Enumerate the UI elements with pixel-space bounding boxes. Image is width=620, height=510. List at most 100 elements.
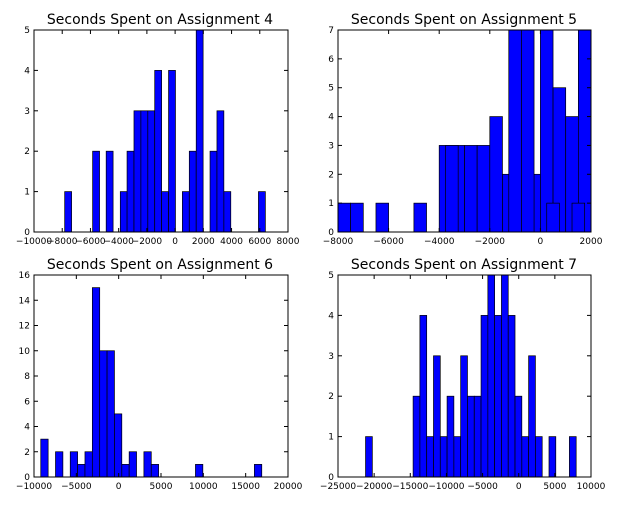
- histogram-bar: [426, 436, 434, 478]
- histogram-bar: [254, 464, 263, 478]
- x-tick-label: −5000: [467, 482, 498, 492]
- x-tick-label: 0: [116, 482, 122, 492]
- x-tick-label: 8000: [277, 237, 300, 247]
- histogram-bar: [494, 315, 502, 478]
- histogram-bar: [114, 413, 123, 478]
- y-tick-label: 0: [328, 228, 334, 238]
- subplot-title: Seconds Spent on Assignment 4: [47, 12, 273, 28]
- x-tick-label: −2000: [132, 237, 163, 247]
- histogram-bar: [412, 395, 421, 478]
- y-tick-label: 1: [328, 199, 334, 209]
- histogram-bar: [91, 287, 101, 478]
- histogram-bar: [546, 202, 560, 233]
- x-tick-label: 20000: [274, 482, 303, 492]
- x-tick-label: 6000: [248, 237, 271, 247]
- y-tick-label: 3: [328, 352, 334, 362]
- histogram-bar: [507, 315, 516, 478]
- histogram-bar: [571, 202, 586, 233]
- subplot-title: Seconds Spent on Assignment 7: [351, 257, 577, 273]
- histogram-bar: [521, 436, 529, 478]
- histogram-bar: [188, 150, 197, 233]
- histogram-bar: [433, 355, 441, 478]
- x-tick-label: 10000: [189, 482, 218, 492]
- x-tick-label: −25000: [320, 482, 356, 492]
- y-tick-label: 2: [24, 448, 30, 458]
- subplot-assignment-5: Seconds Spent on Assignment 5 −8000 −6000…: [323, 12, 603, 247]
- subplot-title: Seconds Spent on Assignment 6: [47, 257, 273, 273]
- y-tick-label: 6: [24, 397, 30, 407]
- histogram-bar: [569, 436, 577, 478]
- x-tick-label: 15000: [231, 482, 260, 492]
- histogram-bar: [161, 191, 169, 233]
- histogram-bar: [105, 150, 114, 233]
- histogram-bar: [55, 451, 64, 478]
- histogram-bar: [365, 436, 373, 478]
- histogram-bar: [508, 29, 522, 233]
- histogram-bar: [209, 150, 218, 233]
- y-tick-label: 2: [328, 392, 334, 402]
- histogram-bar: [223, 191, 232, 233]
- y-tick-label: 4: [328, 311, 334, 321]
- y-tick-label: 3: [24, 107, 30, 117]
- x-tick-label: −4000: [103, 237, 134, 247]
- x-tick-label: −5000: [61, 482, 92, 492]
- histogram-bar: [439, 436, 448, 478]
- histogram-bar: [535, 436, 543, 478]
- subplot-title: Seconds Spent on Assignment 5: [351, 12, 577, 28]
- histogram-bar: [473, 395, 482, 478]
- x-tick-label: 5000: [150, 482, 173, 492]
- histogram-bar: [143, 451, 152, 478]
- x-tick-label: −6000: [75, 237, 106, 247]
- subplot-assignment-6: Seconds Spent on Assignment 6 −10000 −500…: [16, 257, 303, 492]
- y-tick-label: 0: [24, 473, 30, 483]
- x-tick-label: 0: [172, 237, 178, 247]
- histogram-bar: [121, 464, 130, 478]
- x-tick-label: 0: [538, 237, 544, 247]
- histogram-bar: [99, 350, 108, 478]
- histogram-bar: [84, 451, 93, 478]
- x-tick-label: −6000: [373, 237, 404, 247]
- histogram-bar: [464, 145, 478, 233]
- histogram-bar: [577, 29, 592, 233]
- y-tick-label: 10: [19, 347, 31, 357]
- x-tick-label: −4000: [424, 237, 455, 247]
- histogram-bar: [548, 436, 557, 478]
- histogram-bar: [133, 110, 142, 233]
- histogram-bar: [375, 202, 389, 233]
- y-tick-label: 2: [24, 147, 30, 157]
- histogram-bar: [337, 202, 351, 233]
- y-tick-label: 5: [328, 271, 334, 281]
- histogram-bar: [480, 315, 489, 478]
- histogram-bar: [514, 395, 523, 478]
- x-tick-label: −2000: [475, 237, 506, 247]
- y-tick-label: 4: [328, 113, 334, 123]
- y-tick-label: 8: [24, 372, 30, 382]
- histogram-bar: [476, 145, 491, 233]
- histogram-bar: [467, 395, 475, 478]
- y-tick-label: 5: [328, 84, 334, 94]
- y-tick-label: 16: [19, 271, 31, 281]
- histogram-bar: [195, 29, 204, 233]
- y-tick-label: 4: [24, 66, 30, 76]
- x-tick-label: 10000: [577, 482, 606, 492]
- y-tick-label: 12: [19, 322, 30, 332]
- x-tick-label: −8000: [323, 237, 354, 247]
- histogram-bar: [140, 110, 149, 233]
- histogram-bar: [489, 116, 503, 233]
- histogram-bar: [501, 274, 509, 478]
- subplot-assignment-7: Seconds Spent on Assignment 7 −25000 −200…: [320, 257, 606, 492]
- histogram-bar: [487, 274, 495, 478]
- histogram-bar: [528, 355, 536, 478]
- x-tick-label: 2000: [192, 237, 215, 247]
- histogram-bar: [168, 70, 176, 233]
- x-tick-label: −10000: [16, 482, 52, 492]
- histogram-bar: [453, 436, 462, 478]
- x-tick-label: 0: [516, 482, 522, 492]
- histogram-bar: [446, 395, 455, 478]
- histogram-bar: [119, 191, 128, 233]
- x-tick-label: 4000: [220, 237, 243, 247]
- y-tick-label: 0: [328, 473, 334, 483]
- histogram-bar: [92, 150, 100, 233]
- y-tick-label: 1: [24, 188, 30, 198]
